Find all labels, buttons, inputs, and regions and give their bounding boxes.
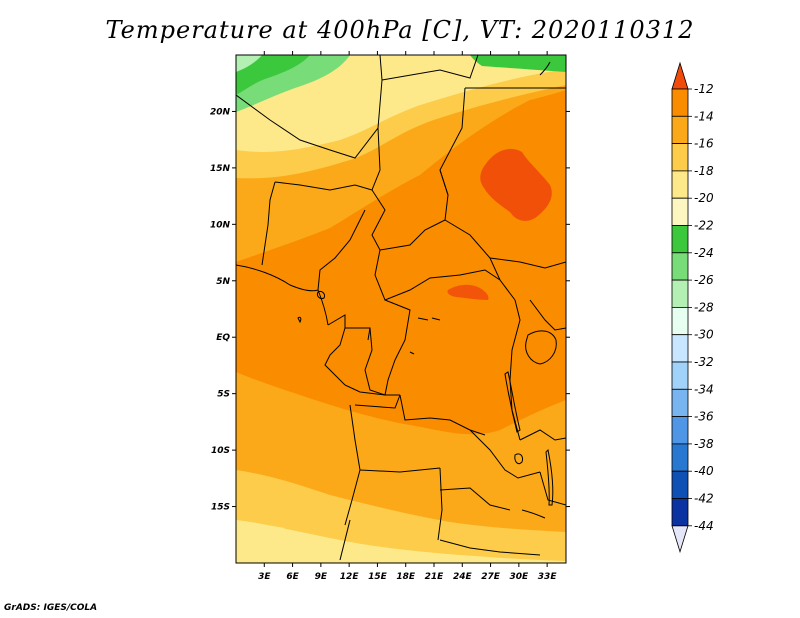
field-12-14-hotspot-2 (447, 284, 489, 300)
colorbar-label: -22 (694, 219, 714, 233)
colorbar-label: -26 (694, 273, 714, 287)
colorbar-box (671, 361, 689, 390)
colorbar-label: -36 (694, 410, 714, 424)
colorbar-box (671, 443, 689, 472)
colorbar-box (671, 416, 689, 445)
colorbar-label: -42 (694, 492, 714, 506)
colorbar-label: -20 (694, 191, 714, 205)
colorbar-box (671, 115, 689, 145)
colorbar-box (671, 88, 689, 117)
map-frame (235, 54, 567, 564)
temperature-field (236, 55, 566, 563)
colorbar-box (671, 225, 689, 254)
lon-label: 24E (453, 572, 473, 582)
latitude-axis: 20N 15N 10N 5N EQ 5S 10S 15S (210, 107, 570, 513)
colorbar-box (671, 197, 689, 226)
colorbar-box (671, 252, 689, 281)
colorbar-label: -18 (694, 164, 714, 178)
colorbar-box (671, 143, 689, 172)
field-20-22-south (236, 520, 566, 563)
lat-label: 15S (211, 503, 230, 513)
field-12-14-hotspot (480, 148, 552, 221)
longitude-axis: 3E 6E 9E 12E 15E 18E 21E 24E 27E 30E 33E (258, 51, 557, 582)
lon-label: 18E (396, 572, 416, 582)
field-20-22-sw (236, 520, 285, 548)
colorbar-label: -12 (694, 82, 714, 96)
colorbar-label: -38 (694, 437, 714, 451)
colorbar-label: -44 (694, 519, 714, 533)
colorbar-label: -32 (694, 355, 714, 369)
lat-label: 5S (217, 390, 230, 400)
field-22-24-ne (470, 55, 566, 72)
colorbar-bottom-arrow (671, 525, 689, 554)
lon-label: 33E (538, 572, 558, 582)
colorbar-label: -28 (694, 300, 714, 314)
lon-label: 27E (481, 572, 501, 582)
colorbar-label: -34 (694, 382, 714, 396)
colorbar-box (671, 170, 689, 199)
colorbar: -12 -14 -16 -18 -20 -22 -24 -26 -28 -30 -32 -34 -36 -… (671, 61, 714, 554)
colorbar-label: -30 (694, 328, 714, 342)
field-26-28-nw (236, 55, 262, 72)
lon-label: 30E (510, 572, 530, 582)
chart-title: Temperature at 400hPa [C], VT: 202011031… (105, 16, 695, 44)
lon-label: 12E (340, 572, 360, 582)
country-borders (236, 55, 566, 561)
lat-label: 10S (211, 446, 230, 456)
lat-label: 20N (210, 107, 231, 117)
colorbar-label: -24 (694, 246, 714, 260)
lon-label: 15E (368, 572, 388, 582)
colorbar-top-arrow (671, 61, 689, 90)
colorbar-box (671, 498, 689, 527)
colorbar-box (671, 388, 689, 417)
colorbar-box (671, 334, 689, 363)
colorbar-box (671, 470, 689, 499)
lon-label: 21E (425, 572, 445, 582)
lat-label: 10N (210, 220, 231, 230)
lon-label: 9E (315, 572, 328, 582)
colorbar-box (671, 279, 689, 308)
lat-label: 5N (216, 277, 230, 287)
field-22-24-nw (236, 55, 310, 95)
lat-label: 15N (210, 164, 231, 174)
colorbar-box (671, 306, 689, 336)
lat-label: EQ (216, 333, 230, 343)
colorbar-label: -14 (694, 109, 714, 123)
lon-label: 6E (286, 572, 299, 582)
colorbar-label: -40 (694, 464, 714, 478)
grads-credit: GrADS: IGES/COLA (4, 603, 98, 613)
lon-label: 3E (258, 572, 271, 582)
colorbar-label: -16 (694, 137, 714, 151)
